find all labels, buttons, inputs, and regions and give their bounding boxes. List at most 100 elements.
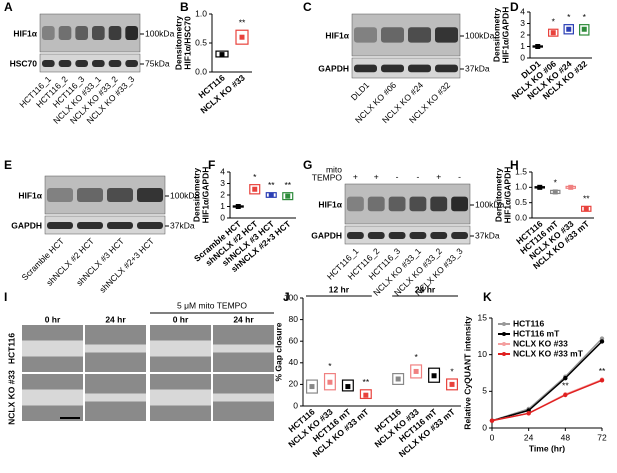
y-tick-label: 0 [520, 52, 525, 62]
blot-band [108, 60, 122, 67]
treatment-sign: - [458, 171, 461, 181]
row-label: HCT116 [6, 333, 16, 364]
mean-marker [285, 193, 291, 199]
y-tick-label: 3 [220, 178, 225, 188]
wound-gap [150, 340, 211, 357]
marker-label: 37kDa [475, 230, 500, 240]
y-axis-label: Densitometry [173, 16, 183, 71]
blot-band [430, 196, 448, 212]
mean-marker [583, 206, 589, 212]
blot-band [47, 188, 73, 202]
box [578, 24, 590, 36]
y-tick-label: 1.0 [195, 8, 207, 18]
box [446, 378, 459, 391]
significance: * [328, 361, 332, 371]
blot-band [451, 196, 468, 212]
group-label: 24 hr [415, 284, 436, 294]
panel-label: E [4, 158, 12, 172]
mean-marker [566, 26, 572, 32]
blot-band [409, 232, 427, 239]
lane-label: shNCLX #2+3 HCT [97, 236, 156, 295]
row-label: NCLX KO #33 [6, 370, 16, 425]
y-tick-label: 0.0 [195, 66, 207, 76]
mean-marker [239, 34, 245, 40]
y-tick-label: 1.0 [515, 182, 527, 192]
time-label: 24 hr [105, 314, 126, 324]
point [526, 411, 531, 416]
point [563, 375, 568, 381]
blot-band [92, 26, 105, 40]
protein-label: HIF1α [325, 30, 349, 40]
mean-marker [363, 392, 369, 398]
panel-label: C [303, 0, 312, 14]
blot-band [125, 60, 138, 67]
box [392, 373, 405, 386]
panel-label: J [283, 290, 290, 304]
mean-marker [431, 373, 437, 379]
y-tick-label: 1.5 [515, 166, 527, 176]
box [359, 389, 372, 400]
point [599, 339, 605, 344]
treatment-sign: + [374, 171, 379, 181]
blot-strip [344, 183, 471, 225]
y-axis-label: Densitometry [493, 168, 503, 223]
wound-gap [85, 344, 146, 353]
mean-marker [550, 30, 556, 36]
y-tick-label: 10 [478, 349, 488, 359]
marker-label: 100kDa [145, 28, 175, 38]
y-axis-label: HIF1α/GAPDH [200, 167, 210, 224]
y-tick-label: 0.0 [515, 212, 527, 222]
mean-marker [552, 189, 558, 195]
marker-label: 100kDa [475, 199, 505, 209]
mean-marker [535, 44, 541, 49]
significance: ** [284, 180, 291, 190]
y-tick-label: 3 [520, 18, 525, 28]
y-tick-label: 0 [293, 400, 298, 410]
blot-band [347, 232, 364, 239]
blot-band [107, 188, 133, 202]
y-tick-label: 15 [478, 312, 488, 322]
y-tick-label: 1 [220, 201, 225, 211]
protein-label: GAPDH [318, 63, 349, 73]
y-tick-label: 100 [284, 292, 298, 302]
treatment-sign: - [416, 171, 419, 181]
blot-band [108, 26, 122, 40]
y-tick-label: 0 [482, 422, 487, 432]
box [305, 379, 318, 394]
lane-label: DLD1 [349, 80, 372, 103]
blot-band [354, 27, 377, 43]
blot-band [42, 26, 55, 40]
protein-label: HIF1α [13, 28, 37, 38]
time-label: 24 hr [233, 314, 254, 324]
blot-band [409, 196, 427, 212]
panel-label: G [303, 158, 312, 172]
blot-band [381, 27, 404, 43]
panel-label: K [483, 290, 492, 304]
x-tick-label: 48 [561, 432, 571, 442]
blot-band [408, 27, 431, 43]
series-line [491, 340, 603, 422]
mean-marker [219, 52, 225, 58]
y-tick-label: 80 [289, 314, 299, 324]
x-tick-label: 0 [490, 432, 495, 442]
protein-label: HIF1α [18, 190, 42, 200]
significance: ** [562, 381, 569, 391]
y-axis-label: HIF1α/GAPDH [500, 7, 510, 64]
box [563, 24, 574, 35]
box [410, 364, 423, 379]
blot-band [430, 232, 448, 239]
treatment-sign: - [396, 171, 399, 181]
wound-gap [22, 389, 83, 406]
blot-band [435, 64, 458, 73]
blot-band [77, 188, 103, 202]
y-axis-label: HIF1α/HSC70 [182, 16, 192, 70]
y-tick-label: 20 [289, 379, 299, 389]
wound-gap [85, 393, 146, 402]
y-tick-label: 60 [289, 335, 299, 345]
blot-band [107, 222, 133, 229]
mean-marker [537, 184, 543, 190]
significance: * [583, 12, 587, 22]
treatment-label: 5 μM mito TEMPO [177, 300, 247, 310]
y-tick-label: 5 [482, 386, 487, 396]
